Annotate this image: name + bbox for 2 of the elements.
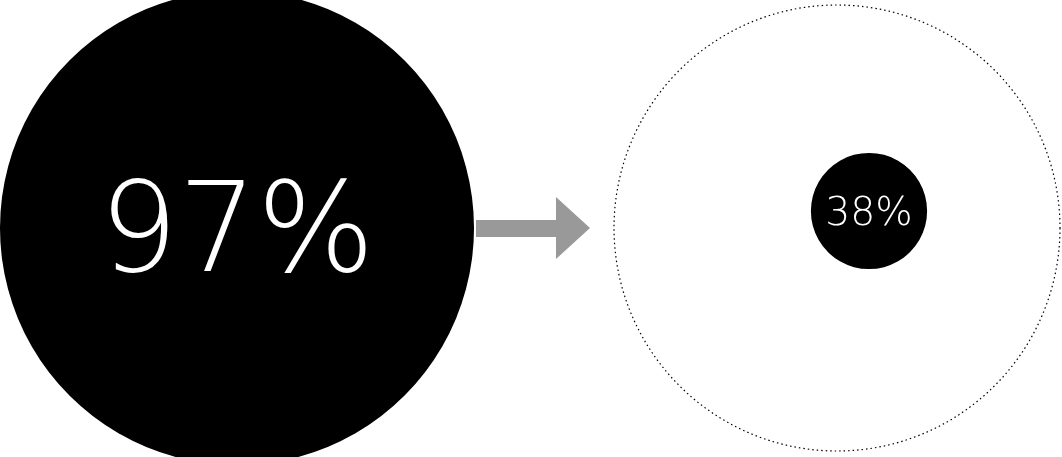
data-label: 38% — [825, 188, 913, 234]
data-label: 97% — [99, 156, 375, 300]
